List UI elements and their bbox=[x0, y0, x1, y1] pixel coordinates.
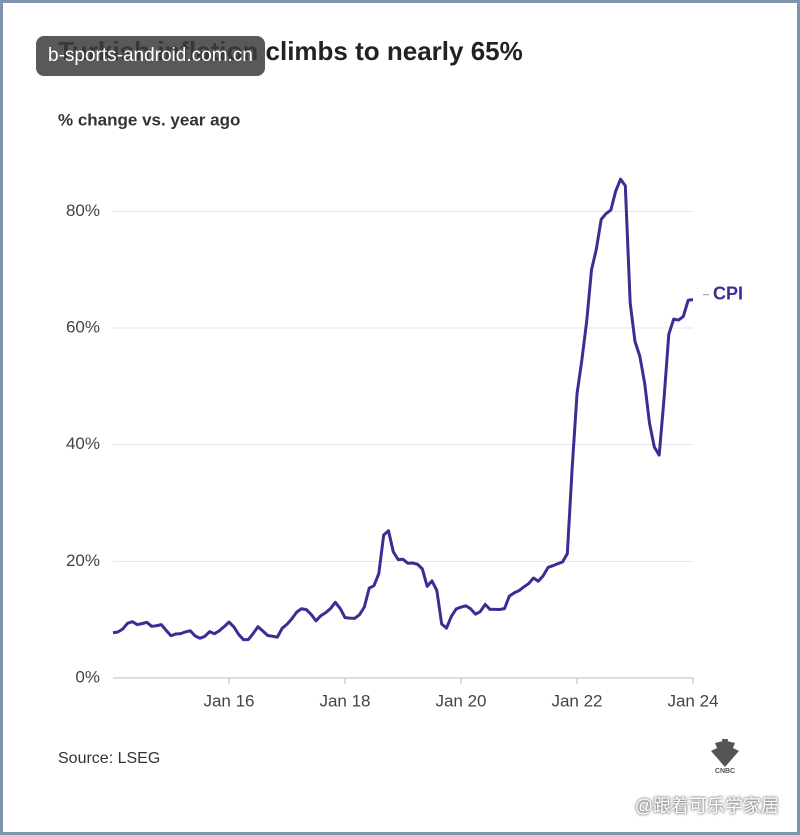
x-tick-label: Jan 22 bbox=[551, 691, 602, 710]
y-tick-label: 20% bbox=[66, 551, 100, 570]
y-tick-label: 40% bbox=[66, 434, 100, 453]
y-tick-label: 60% bbox=[66, 317, 100, 336]
chart: Turkish inflation climbs to nearly 65% %… bbox=[58, 36, 743, 775]
svg-text:CNBC: CNBC bbox=[715, 768, 735, 775]
y-tick-label: 80% bbox=[66, 201, 100, 220]
credit: @跟着可乐学家居 bbox=[634, 796, 779, 816]
cpi-line bbox=[112, 177, 694, 642]
subtitle: % change vs. year ago bbox=[58, 110, 240, 129]
x-tick-label: Jan 20 bbox=[435, 691, 486, 710]
cnbc-logo: CNBC bbox=[711, 739, 739, 775]
x-tick-label: Jan 24 bbox=[667, 691, 718, 710]
y-tick-label: 0% bbox=[75, 667, 100, 686]
source: Source: LSEG bbox=[58, 750, 160, 767]
watermark: b-sports-android.com.cn bbox=[36, 36, 265, 76]
x-tick-label: Jan 16 bbox=[203, 691, 254, 710]
x-tick-label: Jan 18 bbox=[319, 691, 370, 710]
series-label: CPI bbox=[713, 283, 743, 303]
